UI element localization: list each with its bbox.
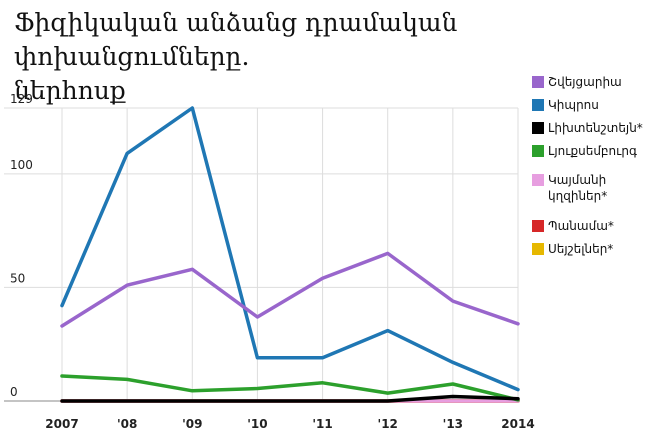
legend-label: Կիպրոս — [548, 98, 599, 112]
chart-title-line-2: ներհոսք — [14, 76, 126, 105]
x-tick-label: '08 — [117, 417, 137, 431]
legend-label: Սեյշելներ* — [548, 242, 614, 256]
x-tick-label: 2007 — [45, 417, 78, 431]
axis-labels: 0 50 100 129 2007 '08 '09 '10 '11 '12 '13 2014 — [10, 92, 535, 431]
x-tick-label: 2014 — [501, 417, 534, 431]
legend-swatch — [532, 243, 544, 255]
legend-label: Պանամա* — [548, 219, 614, 233]
y-tick-label: 129 — [10, 92, 33, 106]
x-tick-label: '12 — [378, 417, 398, 431]
x-tick-label: '10 — [247, 417, 267, 431]
chart-title: Ֆիզիկական անձանց դրամական փոխանցումները.… — [14, 6, 654, 108]
y-tick-label: 100 — [10, 158, 33, 172]
series-lines — [60, 106, 520, 403]
legend-swatch — [532, 220, 544, 232]
legend-swatch — [532, 174, 544, 186]
legend-swatch — [532, 76, 544, 88]
x-tick-label: '09 — [182, 417, 202, 431]
chart-title-line-1: Ֆիզիկական անձանց դրամական փոխանցումները. — [14, 8, 458, 71]
legend-swatch — [532, 99, 544, 111]
x-tick-label: '13 — [443, 417, 463, 431]
series-line — [60, 374, 520, 402]
series-line — [60, 106, 520, 392]
legend-swatch — [532, 145, 544, 157]
y-tick-label: 0 — [10, 385, 18, 399]
series-line — [60, 251, 520, 328]
legend-label: Լիխտենշտեյն* — [548, 121, 643, 135]
legend-label: Շվեյցարիա — [548, 75, 622, 89]
y-tick-label: 50 — [10, 271, 25, 285]
x-tick-label: '11 — [312, 417, 332, 431]
legend-label: Կայմանի կղզիներ* — [548, 173, 608, 203]
series-line — [60, 394, 520, 403]
legend-label: Լյուքսեմբուրգ — [548, 144, 637, 158]
legend-swatch — [532, 122, 544, 134]
